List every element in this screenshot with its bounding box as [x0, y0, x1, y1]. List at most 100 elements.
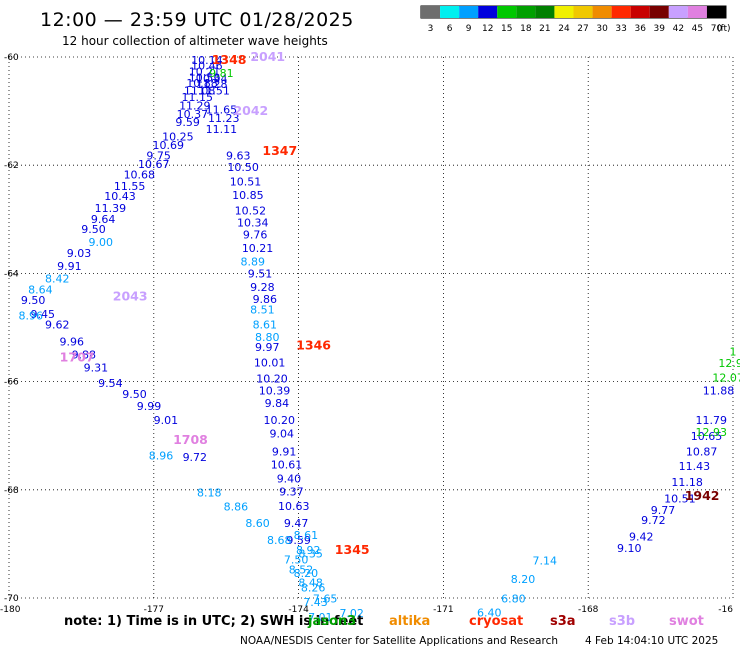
wave-height-value: 9.99: [137, 400, 162, 413]
wave-height-value: 9.28: [250, 281, 275, 294]
wave-height-value: 8.52: [289, 563, 314, 576]
satellite-label: jason3: [307, 614, 356, 629]
legend-swatch: [516, 6, 536, 18]
wave-height-value: 11.88: [703, 384, 735, 397]
chart-title: 12:00 — 23:59 UTC 01/28/2025: [40, 9, 354, 31]
legend-bin-label: 21: [539, 24, 550, 34]
wave-height-value: 10.50: [227, 161, 259, 174]
axis-ticks: -60 -62 -64 -66 -68 -70-180 -177 -174 -171 -168 -1…: [0, 53, 733, 615]
wave-height-value: 10.94: [196, 73, 228, 86]
wave-height-value: 9.45: [31, 308, 56, 321]
wave-height-value: 11.39: [95, 202, 127, 215]
pass-time-labels: 1348 2041 2042 1347 2043 1707 1346 1708 1942 1345: [60, 49, 720, 557]
wave-height-value: 8.92: [296, 544, 321, 557]
wave-height-value: 10.37: [177, 108, 209, 121]
wave-height-value: 9.81: [209, 67, 234, 80]
wave-height-value: 8.42: [45, 272, 70, 285]
wave-height-value: 10.69: [153, 139, 185, 152]
y-tick-label: -70: [4, 594, 19, 604]
y-tick-label: -68: [4, 486, 19, 496]
wave-height-value: 8.96: [149, 450, 174, 463]
wave-height-value: 10.53: [189, 72, 221, 85]
legend-bin-label: 45: [692, 24, 703, 34]
wave-height-value: 10.52: [235, 205, 267, 218]
legend-swatch: [440, 6, 460, 18]
wave-height-value: 10.14: [191, 54, 223, 67]
wave-height-value: 9.84: [265, 397, 290, 410]
wave-height-value: 10.63: [278, 500, 310, 513]
wave-height-value: 9.37: [279, 485, 304, 498]
wave-height-value: 9.75: [146, 149, 171, 162]
wave-height-value: 12.9: [718, 357, 740, 370]
wave-height-value: 8.51: [250, 304, 275, 317]
chart-subtitle: 12 hour collection of altimeter wave hei…: [62, 34, 328, 48]
y-tick-label: -62: [4, 161, 19, 171]
wave-height-value: 9.59: [286, 534, 311, 547]
satellite-label: s3a: [550, 614, 576, 629]
satellite-label: swot: [669, 614, 704, 629]
footer-note: note: 1) Time is in UTC; 2) SWH is in fe…: [64, 614, 363, 629]
wave-height-value: 9.50: [122, 388, 147, 401]
pass-time-label: 1346: [296, 337, 331, 352]
wave-height-value: 11.55: [114, 180, 146, 193]
wave-height-value: 7.65: [313, 593, 338, 606]
wave-height-value: 12.93: [696, 426, 728, 439]
legend-bin-label: 70: [711, 24, 723, 34]
legend-bin-label: 39: [654, 24, 666, 34]
legend-bin-label: 3: [428, 24, 434, 34]
wave-height-value: 10.01: [254, 357, 286, 370]
wave-height-value: 9.31: [84, 362, 109, 375]
wave-height-value: 7.02: [339, 607, 364, 620]
wave-height-value: 9.97: [255, 341, 280, 354]
wave-height-value: 10.34: [237, 217, 269, 230]
wave-height-value: 11.15: [181, 91, 213, 104]
wave-height-value: 8.20: [511, 573, 536, 586]
wave-height-value: 11.28: [196, 78, 228, 91]
wave-height-value: 11.43: [679, 460, 711, 473]
wave-height-value: 11.79: [696, 414, 728, 427]
legend-swatch: [497, 6, 517, 18]
wave-height-value: 10.21: [189, 66, 221, 79]
wave-height-value: 9.62: [45, 318, 70, 331]
wave-height-value: 11.65: [206, 103, 238, 116]
satellite-legend: jason3 altika cryosat s3a s3b swot: [307, 614, 704, 629]
wave-height-value: 8.26: [301, 582, 326, 595]
wave-height-value: 9.86: [253, 293, 278, 306]
wave-height-value: 9.42: [629, 530, 654, 543]
legend-swatch: [592, 6, 612, 18]
wave-height-value: 9.50: [81, 223, 106, 236]
wave-height-value: 9.77: [651, 504, 676, 517]
wave-height-value: 10.25: [162, 131, 194, 144]
wave-height-value: 10.43: [104, 190, 136, 203]
grid-lines: [8, 56, 734, 599]
wave-height-value: 10.85: [232, 189, 264, 202]
pass-time-label: 2043: [113, 289, 148, 304]
x-tick-label: -174: [288, 605, 309, 615]
legend-swatch: [668, 6, 688, 18]
wave-height-value: 8.61: [253, 318, 278, 331]
wave-height-value: 9.72: [183, 451, 208, 464]
wave-height-value: 9.47: [284, 517, 309, 530]
legend-swatch: [649, 6, 669, 18]
legend-unit: (ft): [717, 24, 731, 34]
wave-height-value: 8.20: [294, 567, 319, 580]
pass-time-label: 2041: [250, 49, 285, 64]
wave-height-value: 8.86: [224, 501, 249, 514]
wave-height-value: 9.54: [98, 377, 123, 390]
legend-bin-label: 42: [673, 24, 684, 34]
wave-height-value: 10.67: [138, 158, 170, 171]
wave-height-value: 8.18: [197, 487, 222, 500]
footer-credit: NOAA/NESDIS Center for Satellite Applica…: [240, 635, 558, 647]
y-tick-label: -64: [4, 269, 19, 279]
legend-swatch: [706, 6, 726, 18]
wave-height-value: 10.51: [664, 492, 696, 505]
wave-height-value: 11.18: [671, 476, 703, 489]
pass-time-label: 1707: [60, 349, 95, 364]
wave-height-value: 1: [730, 345, 737, 358]
wave-height-value: 10.88: [186, 77, 218, 90]
footer-timestamp: 4 Feb 14:04:10 UTC 2025: [585, 635, 718, 647]
wave-height-value: 8.68: [267, 534, 292, 547]
wave-height-value: 8.35: [298, 548, 323, 561]
wave-height-value: 6.80: [501, 593, 526, 606]
